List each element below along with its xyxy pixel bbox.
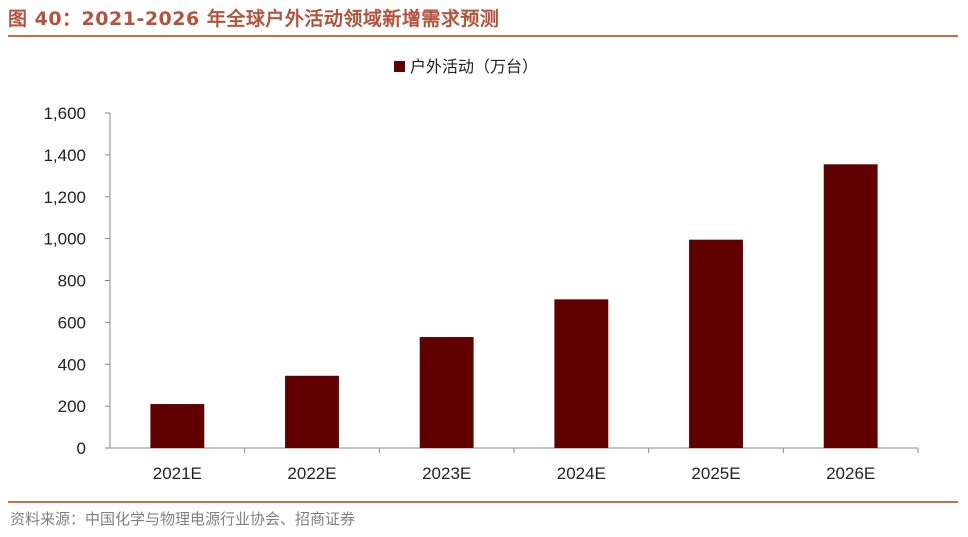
bar-2026E <box>823 164 878 448</box>
y-tick-label: 400 <box>58 355 86 374</box>
x-tick-label: 2023E <box>422 464 471 483</box>
bar-2022E <box>285 375 339 448</box>
x-tick-label: 2025E <box>691 464 740 483</box>
bar-2025E <box>689 239 743 448</box>
x-tick-label: 2021E <box>153 464 202 483</box>
source-divider <box>8 501 958 503</box>
y-tick-label: 1,600 <box>43 104 86 123</box>
y-tick-label: 800 <box>58 272 86 291</box>
x-tick-label: 2024E <box>557 464 606 483</box>
y-tick-label: 1,000 <box>43 230 86 249</box>
bar-2021E <box>150 404 205 448</box>
bar-chart: 户外活动（万台） 0 200 400 600 800 1,000 1,200 1,400 1,60… <box>43 57 919 483</box>
y-tick-label: 1,200 <box>43 188 86 207</box>
legend-label: 户外活动（万台） <box>410 57 538 76</box>
y-tick-label: 200 <box>58 397 86 416</box>
y-tick-label: 1,400 <box>43 146 86 165</box>
x-tick-label: 2026E <box>826 464 875 483</box>
x-tick-label: 2022E <box>287 464 336 483</box>
bar-2023E <box>419 337 474 448</box>
bar-2024E <box>554 299 609 448</box>
figure-title: 图 40：2021-2026 年全球户外活动领域新增需求预测 <box>8 8 500 30</box>
title-divider <box>8 35 958 37</box>
y-tick-label: 0 <box>77 439 86 458</box>
legend-swatch <box>394 61 405 72</box>
y-tick-label: 600 <box>58 313 86 332</box>
source-note: 资料来源：中国化学与物理电源行业协会、招商证券 <box>10 510 356 528</box>
